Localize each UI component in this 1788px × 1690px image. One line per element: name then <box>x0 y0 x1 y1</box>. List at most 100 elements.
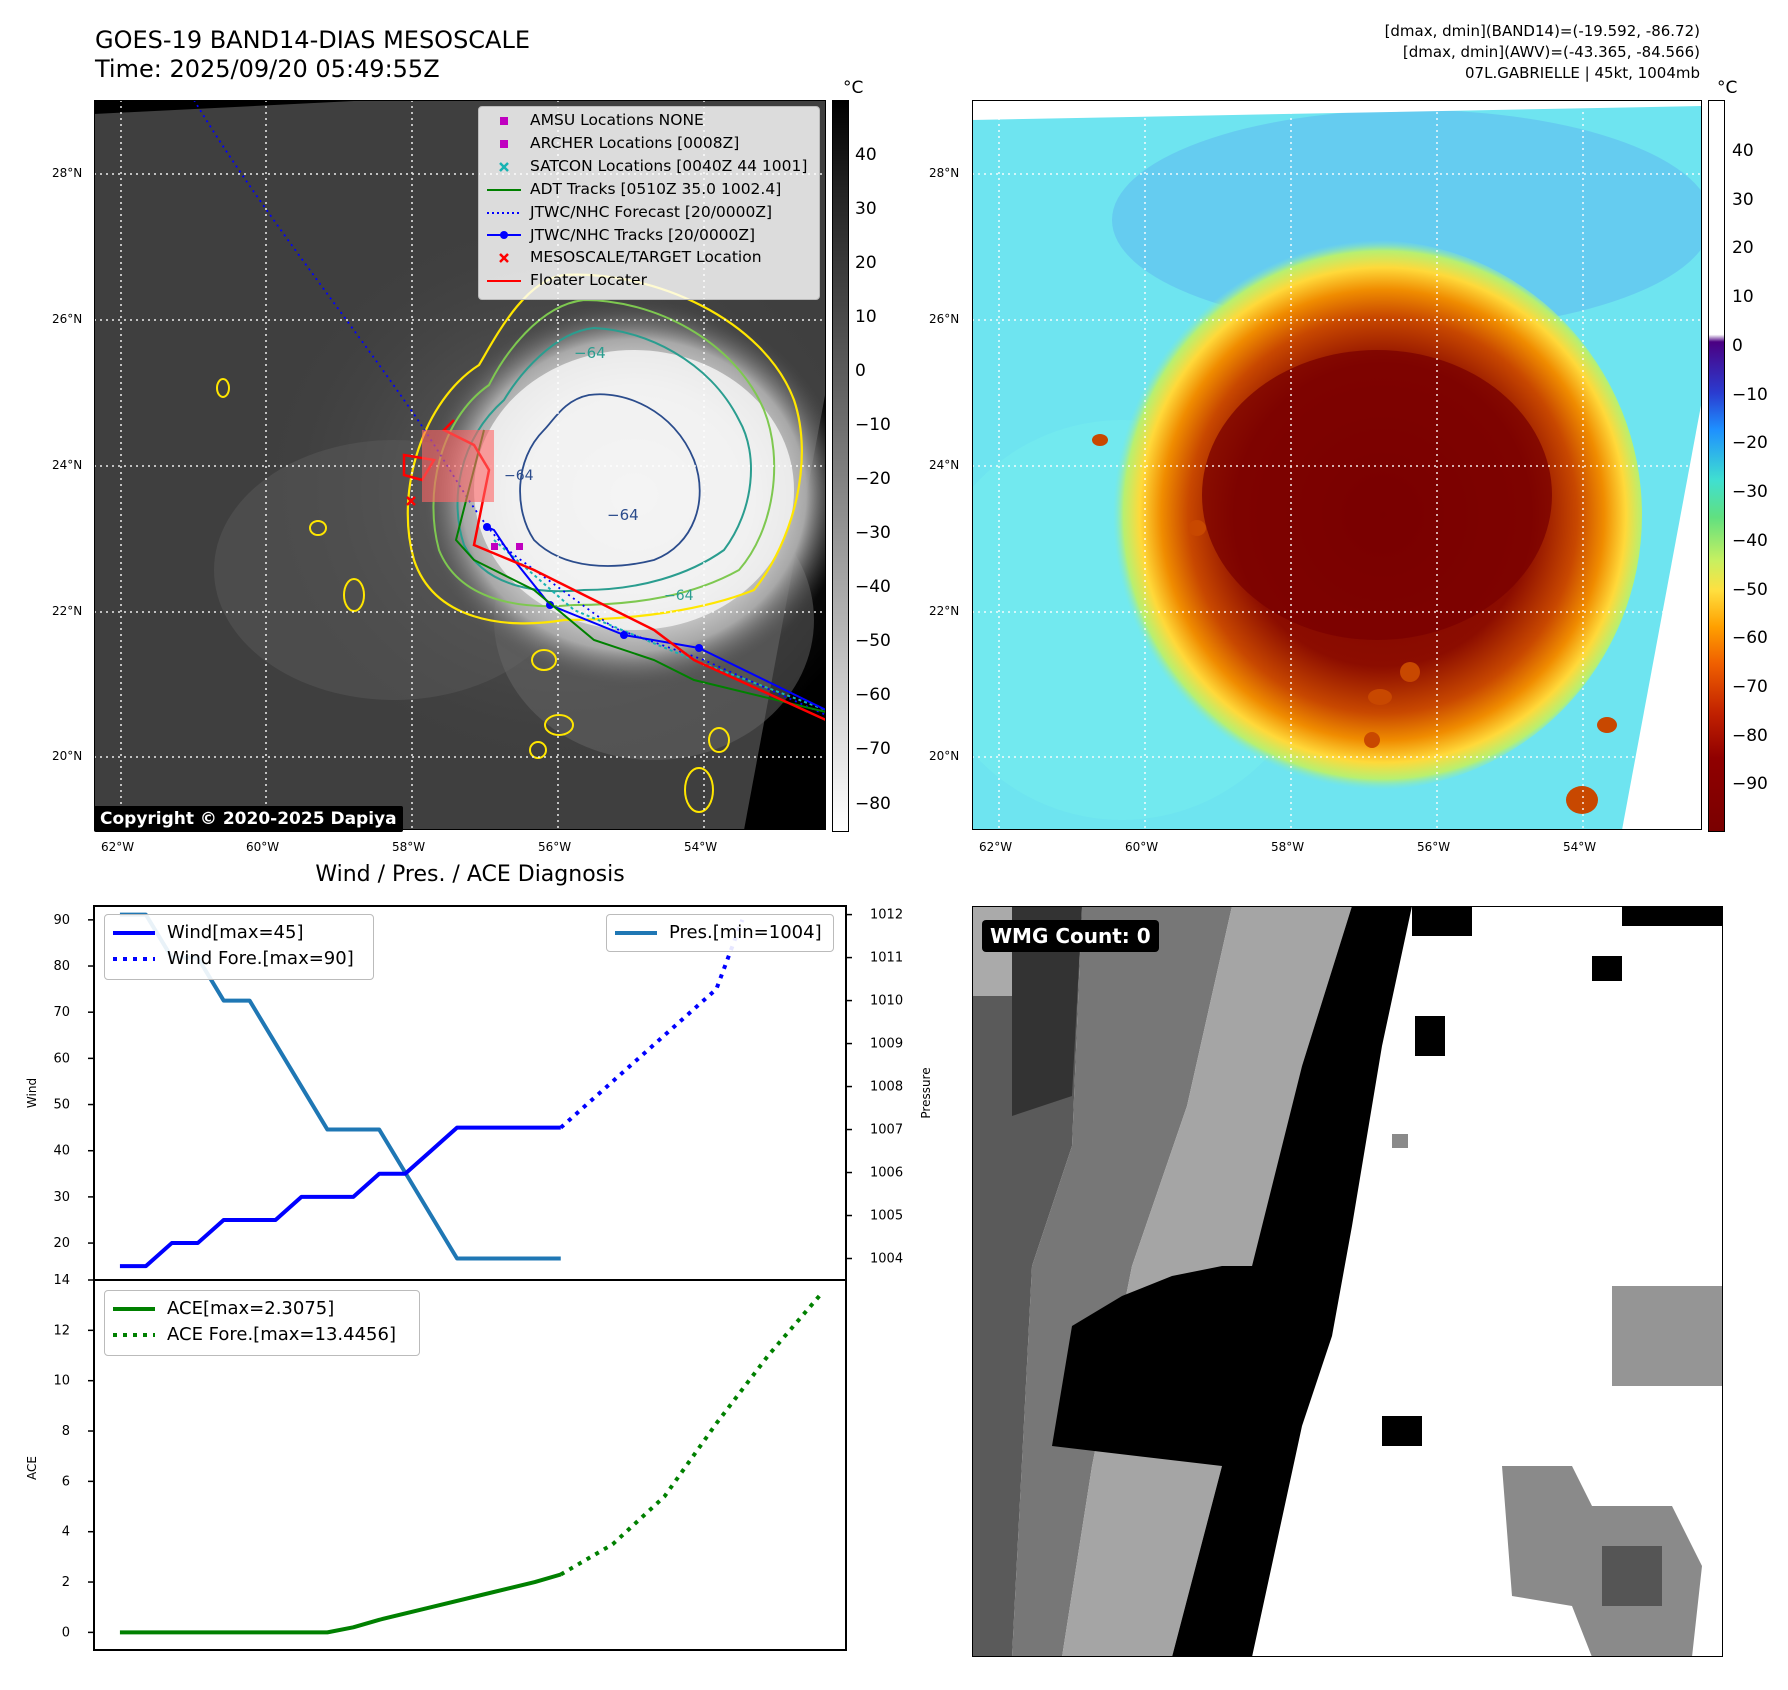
ace-tick-label: 6 <box>62 1474 70 1489</box>
pressure-tick-label: 1007 <box>870 1123 903 1138</box>
colorbar-tick: 40 <box>1732 141 1754 161</box>
ace-series-line <box>119 1572 562 1635</box>
legend-markers <box>487 117 521 282</box>
pressure-tick-label: 1009 <box>870 1037 903 1052</box>
diagnosis-chart: Wind Pressure ACE 9080706050403020101210… <box>25 905 933 1651</box>
legend-label: JTWC/NHC Forecast [20/0000Z] <box>530 203 773 221</box>
stats-band14: [dmax, dmin](BAND14)=(-19.592, -86.72) <box>1384 22 1700 40</box>
wind-legend-swatches <box>113 931 155 961</box>
pressure-tick-label: 1006 <box>870 1166 903 1181</box>
colorbar-tick: −40 <box>1732 531 1768 551</box>
colorbar-tick: −10 <box>855 415 891 435</box>
pressure-legend-swatch <box>615 931 657 935</box>
colorbar-tick: −70 <box>855 739 891 759</box>
wind-series-line <box>119 1125 561 1269</box>
colorbar-tick: −20 <box>855 469 891 489</box>
wind-tick-label: 70 <box>53 1005 70 1020</box>
copyright-badge: Copyright © 2020-2025 Dapiya <box>94 806 403 832</box>
ace-tick-label: 4 <box>62 1525 70 1540</box>
legend-label: Floater Locater <box>530 271 647 289</box>
contour-label: −64 <box>607 506 639 524</box>
wind-tick-label: 40 <box>53 1144 70 1159</box>
archer-marker-icon <box>500 140 508 148</box>
diagnosis-title: Wind / Pres. / ACE Diagnosis <box>315 862 625 887</box>
lat-label: 28°N <box>929 166 960 180</box>
wind-axis-label: Wind <box>25 1078 39 1108</box>
colorbar-left <box>832 100 849 832</box>
amsu-marker-icon <box>500 117 508 125</box>
colorbar-tick: −40 <box>855 577 891 597</box>
colorbar-tick: −90 <box>1732 774 1768 794</box>
legend-label: Wind[max=45] <box>167 922 304 943</box>
colorbar-tick: 20 <box>855 253 877 273</box>
legend-label: Pres.[min=1004] <box>669 922 822 943</box>
wind-tick-label: 60 <box>53 1051 70 1066</box>
stats-awv: [dmax, dmin](AWV)=(-43.365, -84.566) <box>1402 43 1700 61</box>
wind-tick-label: 80 <box>53 959 70 974</box>
wind-tick-label: 20 <box>53 1236 70 1251</box>
colorbar-tick: −50 <box>1732 580 1768 600</box>
target-marker-icon <box>499 253 509 263</box>
pressure-tick-label: 1004 <box>870 1252 903 1267</box>
legend-label: ACE Fore.[max=13.4456] <box>167 1324 396 1345</box>
ace-tick-label: 12 <box>53 1323 70 1338</box>
ace-legend: ACE[max=2.3075] ACE Fore.[max=13.4456] <box>104 1290 420 1356</box>
colorbar-tick: 0 <box>1732 336 1743 356</box>
ace-tick-label: 14 <box>53 1273 70 1288</box>
colorbar-unit: °C <box>843 78 864 98</box>
legend-label: ARCHER Locations [0008Z] <box>530 134 740 152</box>
lon-label: 56°W <box>1417 840 1451 854</box>
colorbar-unit: °C <box>1717 78 1738 98</box>
lon-label: 54°W <box>684 840 718 854</box>
lon-label: 62°W <box>101 840 135 854</box>
colorbar-tick: −60 <box>1732 628 1768 648</box>
colorbar-tick: 40 <box>855 145 877 165</box>
ace-tick-label: 10 <box>53 1374 70 1389</box>
contour-label: −64 <box>664 588 694 604</box>
legend-label: ADT Tracks [0510Z 35.0 1002.4] <box>530 180 782 198</box>
lon-label: 58°W <box>392 840 426 854</box>
colorbar-tick: −30 <box>855 523 891 543</box>
colorbar-tick: −20 <box>1732 433 1768 453</box>
pressure-tick-label: 1010 <box>870 994 903 1009</box>
pressure-legend: Pres.[min=1004] <box>606 914 834 952</box>
lat-label: 24°N <box>929 458 960 472</box>
lat-label: 20°N <box>52 749 83 763</box>
wmg-count-badge: WMG Count: 0 <box>982 920 1159 952</box>
pressure-tick-label: 1011 <box>870 951 903 966</box>
track-line-icon <box>487 231 521 239</box>
ace-tick-label: 8 <box>62 1424 70 1439</box>
ace-tick-label: 2 <box>62 1575 70 1590</box>
colorbar-tick: −30 <box>1732 482 1768 502</box>
pressure-axis-label: Pressure <box>919 1067 933 1118</box>
colorbar-tick: 10 <box>1732 287 1754 307</box>
wind-forecast-series-line <box>559 919 745 1130</box>
legend-label: JTWC/NHC Tracks [20/0000Z] <box>530 226 756 244</box>
colorbar-tick: 20 <box>1732 238 1754 258</box>
lat-label: 22°N <box>52 604 83 618</box>
lon-label: 56°W <box>538 840 572 854</box>
lon-label: 60°W <box>1125 840 1159 854</box>
pressure-tick-label: 1008 <box>870 1080 903 1095</box>
pressure-tick-label: 1012 <box>870 908 903 923</box>
colorbar-tick: −70 <box>1732 677 1768 697</box>
lat-label: 24°N <box>52 458 83 472</box>
page-title: GOES-19 BAND14-DIAS MESOSCALE <box>95 26 531 54</box>
colorbar-tick: −10 <box>1732 385 1768 405</box>
ace-forecast-series-line <box>559 1293 822 1577</box>
contour-label: −64 <box>574 344 606 362</box>
wind-tick-label: 50 <box>53 1098 70 1113</box>
legend-label: Wind Fore.[max=90] <box>167 948 354 969</box>
pressure-tick-label: 1005 <box>870 1209 903 1224</box>
colorbar-tick: −50 <box>855 631 891 651</box>
ace-legend-swatches <box>113 1307 155 1337</box>
wmg-panel <box>972 906 1723 1657</box>
timestamp: Time: 2025/09/20 05:49:55Z <box>95 55 440 83</box>
colorbar-tick: −80 <box>855 794 891 814</box>
awv-enhanced-map <box>972 100 1702 830</box>
contour-label: −64 <box>504 468 534 484</box>
lon-label: 62°W <box>979 840 1013 854</box>
lat-label: 26°N <box>929 312 960 326</box>
lon-label: 54°W <box>1563 840 1597 854</box>
legend-label: SATCON Locations [0040Z 44 1001] <box>530 157 808 175</box>
